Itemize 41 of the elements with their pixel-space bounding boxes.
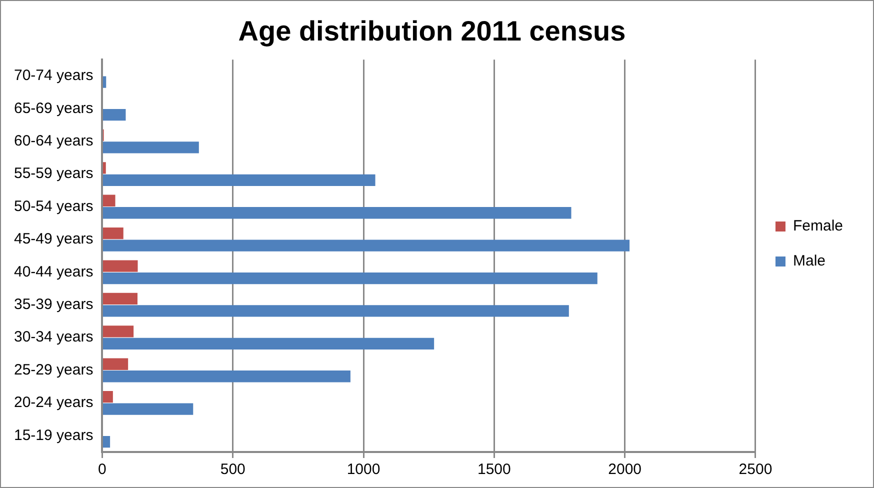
y-tick-label: 35-39 years	[14, 296, 94, 313]
bar	[102, 240, 630, 252]
bar	[102, 108, 126, 121]
bar	[102, 305, 569, 317]
legend-label: Male	[792, 252, 826, 270]
y-tick-label: 15-19 years	[14, 426, 94, 444]
bar	[102, 194, 116, 206]
x-tick-label: 1500	[477, 461, 511, 478]
x-tick-label: 0	[98, 461, 106, 478]
bar	[102, 292, 138, 305]
bar	[102, 338, 434, 350]
bar	[102, 370, 350, 382]
bar	[102, 76, 106, 88]
y-tick-label: 50-54 years	[14, 198, 94, 215]
x-tick-label: 1000	[346, 461, 380, 478]
y-tick-label: 65-69 years	[14, 100, 94, 117]
y-tick-label: 55-59 years	[14, 165, 94, 182]
bar	[102, 227, 124, 240]
bar	[102, 260, 138, 272]
bar	[102, 207, 572, 219]
bar	[102, 326, 134, 338]
bar	[102, 436, 110, 448]
bar	[102, 403, 194, 415]
y-tick-label: 20-24 years	[14, 394, 94, 412]
bar	[102, 162, 106, 174]
x-tick-label: 2000	[608, 461, 642, 478]
y-tick-label: 25-29 years	[14, 361, 94, 378]
y-tick-label: 60-64 years	[14, 132, 94, 150]
y-tick-label: 45-49 years	[14, 230, 94, 248]
bar	[102, 272, 598, 284]
y-tick-label: 40-44 years	[14, 263, 94, 280]
x-tick-label: 2500	[738, 461, 772, 478]
y-tick-label: 70-74 years	[14, 67, 94, 84]
legend-label: Female	[792, 218, 844, 235]
bar	[102, 390, 113, 403]
bar	[102, 174, 376, 186]
y-tick-label: 30-34 years	[14, 328, 94, 346]
x-tick-label: 500	[220, 461, 246, 478]
bar	[102, 142, 199, 154]
chart-title: Age distribution 2011 census	[238, 16, 626, 47]
bar	[102, 358, 128, 370]
